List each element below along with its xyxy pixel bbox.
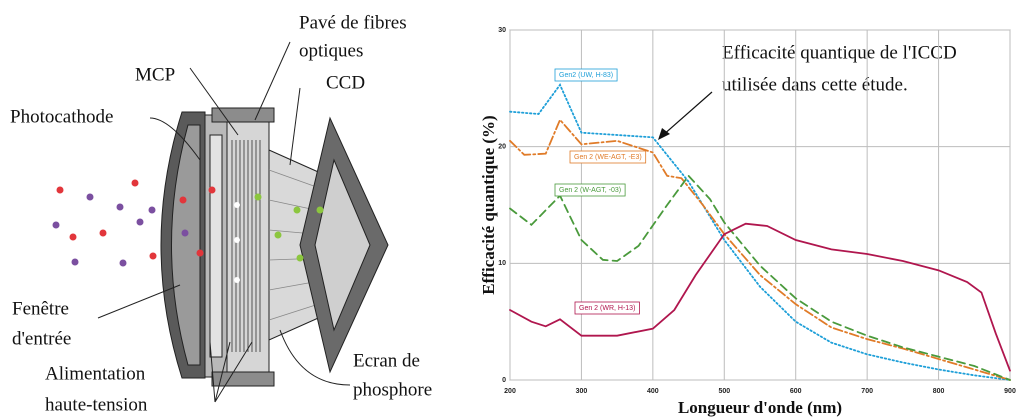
annotation-arrow <box>661 91 713 137</box>
y-tick-label: 0 <box>502 377 506 384</box>
series-line <box>509 174 1011 381</box>
photocathode <box>209 134 223 358</box>
ccd-face <box>314 158 371 332</box>
x-tick-label: 200 <box>504 388 516 395</box>
label-photocathode: Photocathode <box>10 106 113 127</box>
window-inner <box>171 124 201 366</box>
y-tick-label: 30 <box>498 27 506 34</box>
y-tick-label: 10 <box>498 260 506 267</box>
legend-item: Gen 2 (WE-AGT, -E3) <box>569 150 647 164</box>
series-line <box>509 118 1011 381</box>
legend-label: Gen 2 (WR, H-13) <box>579 305 635 312</box>
x-tick-label: 700 <box>861 388 873 395</box>
label-alimentation: haute-tension <box>45 394 148 415</box>
annotation: utilisée dans cette étude. <box>722 74 908 95</box>
series-line <box>509 83 1011 381</box>
label-alimentation: Alimentation <box>45 363 146 384</box>
legend-label: Gen2 (UW, H-83) <box>559 72 613 79</box>
x-tick-label: 500 <box>718 388 730 395</box>
particles <box>52 179 324 283</box>
x-tick-label: 900 <box>1004 388 1016 395</box>
x-axis-label: Longueur d'onde (nm) <box>678 398 842 417</box>
y-tick-label: 20 <box>498 144 506 151</box>
label-fenetre: Fenêtre <box>12 298 69 319</box>
label-fenetre: d'entrée <box>12 328 71 349</box>
legend-label: Gen 2 (WE-AGT, -E3) <box>574 154 642 161</box>
legend-item: Gen 2 (W-AGT, -03) <box>554 183 626 197</box>
x-tick-label: 300 <box>576 388 588 395</box>
y-axis-label: Efficacité quantique (%) <box>479 115 498 294</box>
iccd-diagram <box>52 41 389 403</box>
x-tick-label: 800 <box>933 388 945 395</box>
legend-box <box>554 68 618 82</box>
legend-box <box>569 150 647 164</box>
label-ecran: Ecran de <box>353 350 420 371</box>
annotation: Efficacité quantique de l'ICCD <box>722 42 957 63</box>
ring-top <box>211 107 275 123</box>
mcp-channels <box>231 140 261 352</box>
x-tick-label: 600 <box>790 388 802 395</box>
legend-item: Gen2 (UW, H-83) <box>554 68 618 82</box>
label-ccd: CCD <box>326 72 365 93</box>
x-tick-label: 400 <box>647 388 659 395</box>
leaders <box>97 41 351 403</box>
label-ecran: phosphore <box>353 379 432 400</box>
diagram-labels: Pavé de fibres optiques MCP CCD Photocat… <box>10 12 432 415</box>
legend-box <box>574 301 640 315</box>
legend-item: Gen 2 (WR, H-13) <box>574 301 640 315</box>
arrow-head <box>658 128 670 140</box>
label-fibres: optiques <box>299 40 363 61</box>
label-mcp: MCP <box>135 64 175 85</box>
legend-box <box>554 183 626 197</box>
chart: Efficacité quantique de l'ICCD utilisée … <box>479 27 1016 417</box>
ring-bottom <box>211 371 275 387</box>
series-line <box>509 222 1011 372</box>
legend-label: Gen 2 (W-AGT, -03) <box>559 187 621 194</box>
label-fibres: Pavé de fibres <box>299 12 407 33</box>
